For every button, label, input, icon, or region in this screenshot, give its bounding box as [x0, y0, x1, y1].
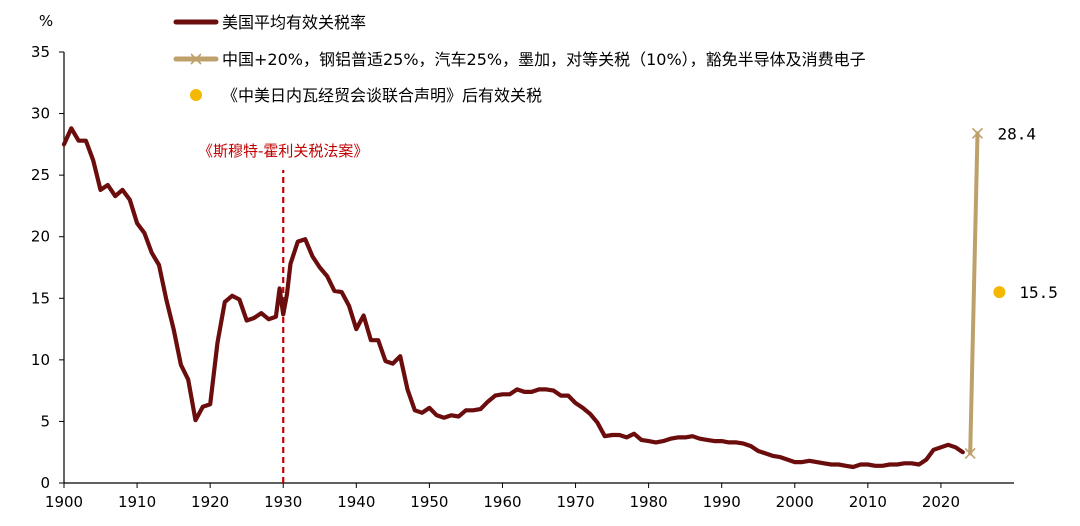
x-tick-label: 1940	[337, 493, 375, 511]
legend-marker	[190, 53, 202, 65]
series-2: 15.5	[993, 283, 1058, 302]
series-line	[968, 131, 980, 456]
legend: 美国平均有效关税率中国+20%，钢铝普适25%，汽车25%，墨加，对等关税（10…	[173, 13, 866, 105]
axes: 0 5 10 15 20 25 30 35% 1900 1910 1920 1930 1940 1950 1…	[31, 12, 1014, 511]
data-point	[971, 127, 984, 139]
x-tick-label: 2020	[922, 493, 960, 511]
legend-label: 美国平均有效关税率	[222, 13, 366, 32]
legend-swatch	[190, 89, 202, 101]
data-point	[993, 286, 1006, 299]
x-tick-label: 2000	[776, 493, 814, 511]
y-tick-label: 0	[40, 474, 50, 492]
x-marker-stroke	[971, 127, 984, 139]
x-tick-label: 1920	[191, 493, 229, 511]
x-tick-label: 1900	[45, 493, 83, 511]
x-tick-label: 1910	[118, 493, 156, 511]
x-tick-label: 1930	[264, 493, 302, 511]
series-line	[61, 126, 965, 470]
y-tick-label: 25	[31, 166, 50, 184]
x-tick-label: 1990	[703, 493, 741, 511]
x-marker-stroke	[190, 53, 202, 65]
series-layer: 28.4 15.5	[61, 124, 1058, 470]
x-tick-label: 2010	[849, 493, 887, 511]
data-label: 15.5	[1019, 283, 1058, 302]
series-1: 28.4	[964, 124, 1036, 460]
legend-item-0: 美国平均有效关税率	[173, 13, 366, 32]
x-marker-stroke	[964, 447, 976, 460]
y-tick-label: 10	[31, 351, 50, 369]
data-point	[964, 447, 976, 460]
y-tick-label: 30	[31, 105, 50, 123]
legend-item-1: 中国+20%，钢铝普适25%，汽车25%，墨加，对等关税（10%），豁免半导体及…	[173, 50, 866, 69]
x-tick-label: 1960	[483, 493, 521, 511]
y-tick-label: 35	[31, 43, 50, 61]
data-label: 28.4	[997, 124, 1036, 143]
annotation-label: 《斯穆特-霍利关税法案》	[198, 142, 368, 160]
y-tick-label: 15	[31, 289, 50, 307]
annotations-layer: 《斯穆特-霍利关税法案》	[198, 142, 368, 483]
legend-label: 中国+20%，钢铝普适25%，汽车25%，墨加，对等关税（10%），豁免半导体及…	[222, 50, 866, 69]
x-tick-label: 1970	[556, 493, 594, 511]
x-tick-label: 1980	[630, 493, 668, 511]
series-0	[61, 126, 965, 470]
legend-label: 《中美日内瓦经贸会谈联合声明》后有效关税	[222, 86, 542, 105]
y-tick-label: 5	[40, 412, 50, 430]
y-axis-unit: %	[39, 12, 53, 30]
x-tick-label: 1950	[410, 493, 448, 511]
y-tick-label: 20	[31, 228, 50, 246]
legend-item-2: 《中美日内瓦经贸会谈联合声明》后有效关税	[190, 86, 542, 105]
